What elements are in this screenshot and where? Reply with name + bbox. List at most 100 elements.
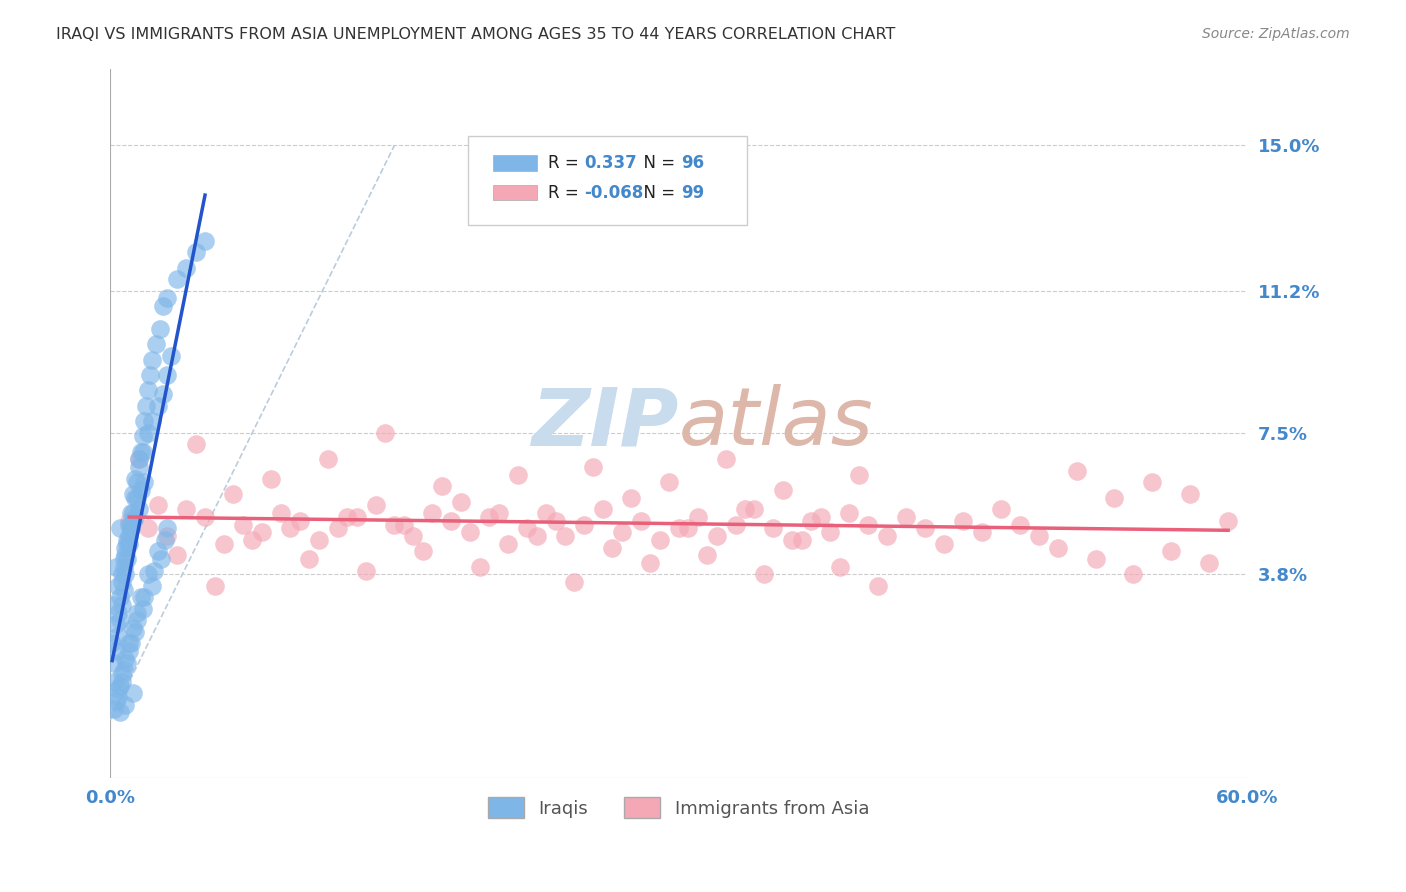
Point	[156, 368, 179, 383]
Point	[118, 517, 141, 532]
Point	[128, 452, 150, 467]
Point	[316, 452, 339, 467]
Point	[131, 429, 153, 443]
Text: Source: ZipAtlas.com: Source: ZipAtlas.com	[1202, 27, 1350, 41]
Point	[107, 629, 129, 643]
Text: -0.068: -0.068	[585, 184, 644, 202]
Point	[122, 487, 145, 501]
Point	[111, 667, 134, 681]
Point	[1028, 529, 1050, 543]
Point	[108, 679, 131, 693]
Point	[270, 506, 292, 520]
Point	[554, 529, 576, 543]
Text: 0.337: 0.337	[585, 153, 637, 172]
Point	[118, 636, 141, 650]
Point	[184, 245, 207, 260]
Point	[592, 502, 614, 516]
Point	[1084, 552, 1107, 566]
Point	[676, 521, 699, 535]
Point	[184, 437, 207, 451]
Point	[129, 483, 152, 497]
Point	[496, 537, 519, 551]
Point	[478, 510, 501, 524]
Point	[488, 506, 510, 520]
Point	[120, 521, 142, 535]
Point	[125, 491, 148, 505]
Point	[714, 452, 737, 467]
Point	[125, 475, 148, 490]
Point	[970, 525, 993, 540]
Point	[108, 706, 131, 720]
Point	[118, 644, 141, 658]
Point	[734, 502, 756, 516]
Text: ZIP: ZIP	[531, 384, 679, 462]
Point	[346, 510, 368, 524]
Point	[894, 510, 917, 524]
Point	[204, 579, 226, 593]
Point	[156, 521, 179, 535]
Point	[141, 579, 163, 593]
Point	[336, 510, 359, 524]
Point	[914, 521, 936, 535]
Point	[582, 460, 605, 475]
Point	[790, 533, 813, 547]
Point	[288, 514, 311, 528]
Point	[166, 548, 188, 562]
Point	[122, 506, 145, 520]
Point	[242, 533, 264, 547]
Text: 99: 99	[681, 184, 704, 202]
Point	[104, 644, 127, 658]
Point	[564, 575, 586, 590]
Point	[384, 517, 406, 532]
Point	[534, 506, 557, 520]
Point	[1008, 517, 1031, 532]
FancyBboxPatch shape	[468, 136, 747, 225]
Point	[602, 541, 624, 555]
Point	[298, 552, 321, 566]
Point	[124, 491, 146, 505]
Point	[990, 502, 1012, 516]
Point	[1180, 487, 1202, 501]
Point	[114, 541, 136, 555]
Point	[146, 399, 169, 413]
Point	[422, 506, 444, 520]
Point	[222, 487, 245, 501]
Point	[402, 529, 425, 543]
Point	[104, 559, 127, 574]
Point	[1122, 567, 1144, 582]
Point	[1066, 464, 1088, 478]
Point	[166, 272, 188, 286]
Point	[752, 567, 775, 582]
Point	[212, 537, 235, 551]
Point	[526, 529, 548, 543]
Point	[131, 444, 153, 458]
Point	[111, 567, 134, 582]
Point	[782, 533, 804, 547]
Point	[648, 533, 671, 547]
Point	[696, 548, 718, 562]
Point	[103, 674, 125, 689]
Point	[450, 494, 472, 508]
Point	[129, 591, 152, 605]
Point	[392, 517, 415, 532]
Point	[772, 483, 794, 497]
Point	[658, 475, 681, 490]
Text: N =: N =	[633, 153, 681, 172]
Point	[468, 559, 491, 574]
Point	[112, 559, 135, 574]
Point	[952, 514, 974, 528]
Point	[107, 579, 129, 593]
Point	[194, 510, 217, 524]
Point	[516, 521, 538, 535]
Point	[156, 292, 179, 306]
Point	[148, 322, 170, 336]
Point	[125, 614, 148, 628]
Point	[118, 537, 141, 551]
Point	[430, 479, 453, 493]
Point	[440, 514, 463, 528]
Point	[108, 521, 131, 535]
Point	[152, 299, 174, 313]
Point	[828, 559, 851, 574]
Point	[354, 564, 377, 578]
Point	[800, 514, 823, 528]
